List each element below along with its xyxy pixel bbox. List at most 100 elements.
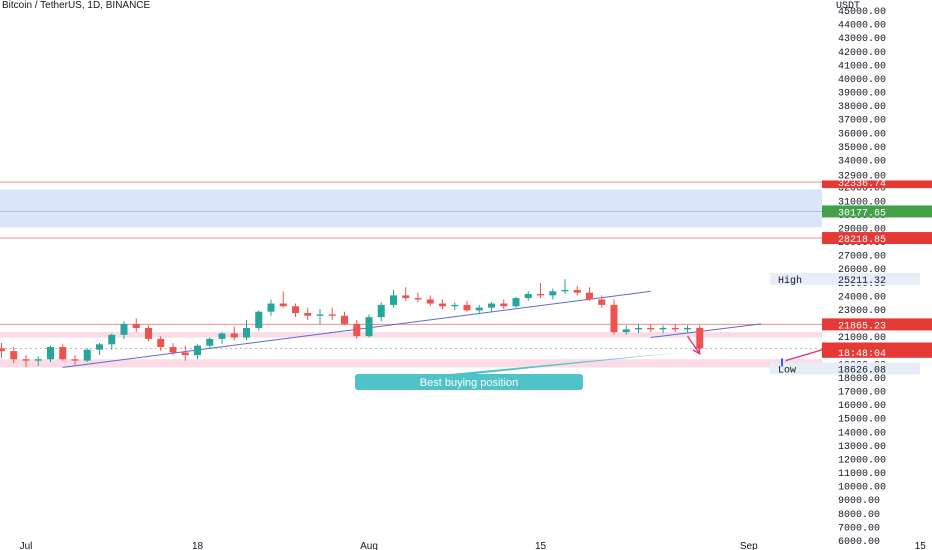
y-tick-label-35: 41000.00: [838, 61, 886, 72]
candle-body-41: [475, 307, 483, 311]
y-tick-label-10: 16000.00: [838, 401, 886, 412]
candle-body-34: [390, 295, 397, 305]
y-tick-label-31: 37000.00: [838, 116, 886, 127]
y-tick-label-9: 15000.00: [838, 415, 886, 426]
candle-body-27: [304, 313, 312, 316]
arrow-line-0: [686, 335, 701, 355]
candle-body-24: [267, 303, 275, 312]
candle-body-44: [512, 298, 520, 307]
price-tag-6: 18:48:04: [838, 349, 886, 360]
price-tag-0: 32336.74: [838, 179, 886, 190]
price-tag-bg-1: [822, 168, 932, 181]
arrow-head-0: [692, 345, 701, 356]
candle-body-17: [181, 352, 189, 356]
candle-body-7: [59, 347, 67, 360]
y-tick-label-4: 10000.00: [838, 483, 886, 494]
candle-body-2: [0, 348, 5, 352]
price-tag-bg-6: [822, 345, 932, 358]
price-tag-bg-2: [822, 205, 932, 218]
y-tick-label-15: 21000.00: [838, 333, 886, 344]
candle-body-45: [524, 294, 532, 299]
y-tick-label-23: 29000.00: [838, 224, 886, 235]
price-tag-1: 32900.00: [838, 171, 886, 182]
x-tick-label-1: 18: [192, 541, 204, 550]
candle-body-37: [426, 299, 434, 304]
candle-body-18: [194, 345, 201, 356]
candle-body-3: [10, 351, 18, 360]
candle-body-16: [169, 347, 177, 353]
y-tick-label-3: 9000.00: [838, 496, 880, 507]
y-tick-label-21: 27000.00: [838, 252, 886, 263]
y-tick-label-33: 39000.00: [838, 89, 886, 100]
candle-body-26: [292, 306, 299, 314]
candle-body-11: [108, 334, 116, 345]
candle-body-10: [96, 344, 103, 350]
candle-body-46: [537, 294, 544, 296]
annotation-box: [355, 374, 583, 390]
candle-body-59: [696, 328, 704, 349]
candle-body-29: [328, 314, 336, 316]
candle-body-12: [120, 323, 128, 335]
y-tick-label-39: 45000.00: [838, 7, 886, 18]
marker-value-1: 18626.08: [838, 365, 886, 376]
y-tick-label-18: 24000.00: [838, 292, 886, 303]
price-tag-2: 30177.65: [838, 208, 886, 219]
candle-body-20: [218, 333, 226, 339]
candle-body-43: [500, 303, 508, 307]
candle-body-31: [353, 323, 361, 337]
marker-name-1: Low: [778, 365, 796, 376]
y-tick-label-36: 42000.00: [838, 48, 886, 59]
candle-body-40: [463, 304, 471, 311]
candle-body-15: [157, 338, 165, 348]
zone-1: [0, 332, 822, 338]
y-tick-label-34: 40000.00: [838, 75, 886, 86]
candle-body-14: [145, 328, 152, 339]
candle-body-25: [279, 303, 287, 307]
candle-body-54: [635, 328, 642, 330]
candle-body-57: [671, 328, 679, 330]
y-tick-label-11: 17000.00: [838, 388, 886, 399]
annotation-pointer: [450, 352, 680, 374]
candle-body-22: [243, 328, 250, 338]
candle-body-53: [622, 329, 630, 333]
candle-body-33: [377, 304, 385, 318]
y-tick-label-30: 36000.00: [838, 129, 886, 140]
candle-body-42: [488, 303, 495, 308]
marker-bg-1: [770, 362, 920, 375]
candle-body-47: [549, 291, 557, 296]
y-tick-label-1: 7000.00: [838, 523, 880, 534]
y-tick-label-2: 8000.00: [838, 510, 880, 521]
y-tick-label-17: 23000.00: [838, 306, 886, 317]
chart-title: Bitcoin / TetherUS, 1D, BINANCE: [2, 0, 151, 11]
y-tick-label-32: 38000.00: [838, 102, 886, 113]
y-tick-label-25: 31000.00: [838, 197, 886, 208]
zone-0: [0, 189, 822, 228]
marker-bg-0: [770, 272, 920, 285]
candle-body-5: [34, 359, 42, 361]
candle-body-19: [206, 338, 214, 346]
y-tick-label-7: 13000.00: [838, 442, 886, 453]
y-tick-label-12: 18000.00: [838, 374, 886, 385]
currency-label: USDT: [836, 1, 860, 12]
candle-body-56: [659, 328, 667, 330]
candle-body-58: [684, 328, 691, 330]
y-tick-label-28: 34000.00: [838, 156, 886, 167]
x-tick-label-3: 15: [535, 541, 547, 550]
candle-body-30: [341, 315, 348, 324]
candle-body-48: [561, 289, 569, 292]
candle-body-6: [47, 347, 54, 360]
y-tick-label-29: 35000.00: [838, 143, 886, 154]
candle-body-39: [451, 304, 459, 307]
candle-body-35: [402, 295, 410, 299]
y-tick-label-37: 43000.00: [838, 34, 886, 45]
candle-body-4: [22, 359, 30, 361]
y-tick-label-8: 14000.00: [838, 428, 886, 439]
candle-body-9: [83, 349, 91, 361]
candle-body-52: [610, 304, 618, 333]
candle-body-55: [647, 328, 655, 330]
price-tag-4: 21865.23: [838, 321, 886, 332]
candle-body-51: [598, 299, 606, 305]
candle-body-23: [255, 311, 263, 328]
